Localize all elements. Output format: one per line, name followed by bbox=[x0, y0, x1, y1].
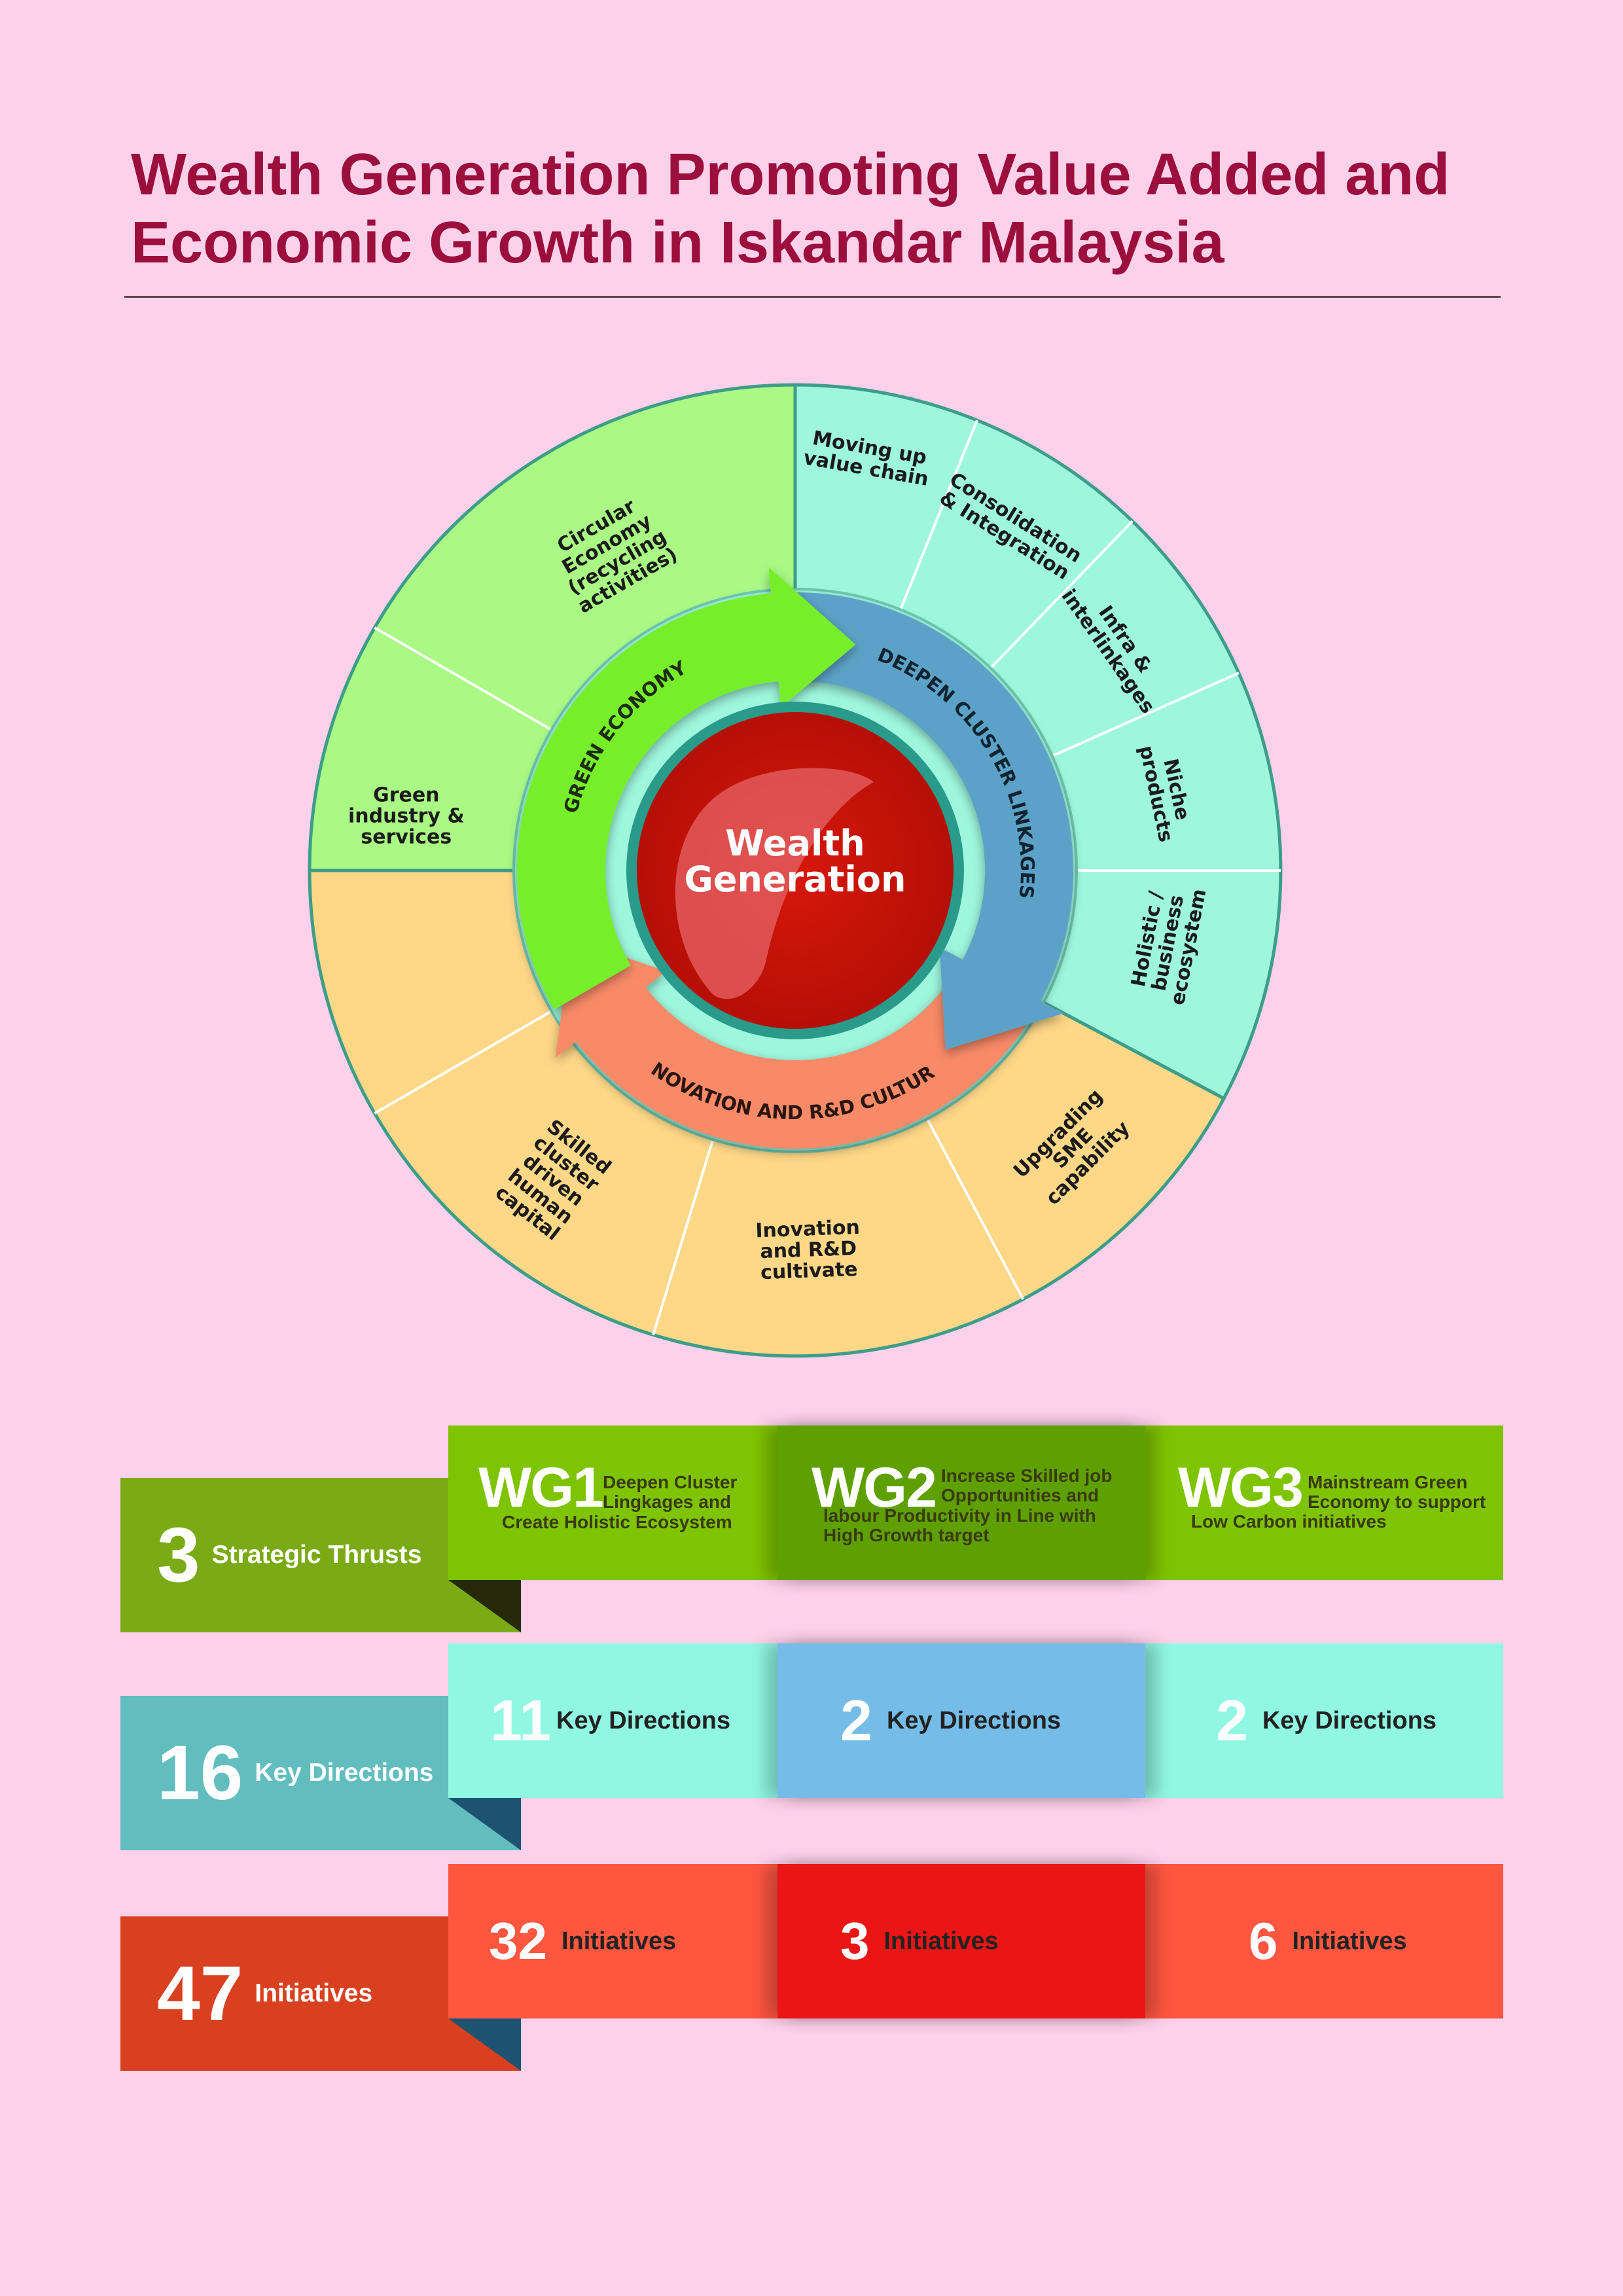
wg2-desc-line-4: High Growth target bbox=[823, 1525, 990, 1545]
wg2-initiatives-label: Initiatives bbox=[883, 1927, 999, 1955]
title-divider bbox=[124, 296, 1501, 298]
wg3-desc-line-2: Economy to support bbox=[1308, 1492, 1486, 1512]
segment-label-line: cultivate bbox=[760, 1258, 858, 1284]
wg1-code: WG1 bbox=[478, 1456, 604, 1519]
sector-divider bbox=[917, 1101, 1025, 1300]
initiatives-count: 47 bbox=[157, 1950, 243, 2037]
wg2-code: WG2 bbox=[812, 1456, 937, 1519]
directions-fold bbox=[448, 1798, 521, 1850]
page-title: Wealth Generation Promoting Value Added … bbox=[131, 141, 1538, 277]
segment-label-line: and R&D bbox=[760, 1237, 857, 1263]
wg2-directions-count: 2 bbox=[840, 1688, 872, 1753]
wg2-directions-label: Key Directions bbox=[886, 1706, 1061, 1734]
wg3-directions-count: 2 bbox=[1216, 1688, 1248, 1753]
segment-label-line: Inovation bbox=[755, 1216, 861, 1243]
wg1-desc-line-3: Create Holistic Ecosystem bbox=[502, 1512, 732, 1532]
segment-label-green-industry: Green industry & services bbox=[348, 784, 465, 849]
wg2-initiatives-count: 3 bbox=[840, 1912, 870, 1970]
wealth-generation-wheel: CircularEconomy(recyclingactivities)Gree… bbox=[0, 0, 1283, 1358]
segment-label-holistic: Holistic /businessecosystem bbox=[1125, 879, 1211, 1007]
wg3-initiatives-label: Initiatives bbox=[1292, 1927, 1407, 1955]
wg1-cell: WG1 Deepen Cluster Lingkages and Create … bbox=[448, 1426, 777, 1580]
wg1-initiatives-label: Initiatives bbox=[561, 1927, 677, 1955]
wg1-directions-count: 11 bbox=[490, 1688, 552, 1753]
center-highlight bbox=[675, 768, 874, 999]
segment-label-inovation: Inovationand R&Dcultivate bbox=[755, 1216, 862, 1285]
initiatives-label: Initiatives bbox=[255, 1979, 373, 2007]
title-line-1: Wealth Generation Promoting Value Added … bbox=[131, 142, 1450, 207]
wg3-initiatives-count: 6 bbox=[1249, 1912, 1278, 1970]
directions-label: Key Directions bbox=[255, 1759, 434, 1787]
wg3-directions-cell: 2 Key Directions bbox=[1145, 1643, 1503, 1798]
wg1-desc-line-2: Lingkages and bbox=[603, 1492, 732, 1512]
initiatives-fold bbox=[448, 2018, 521, 2071]
wg3-desc-line-3: Low Carbon initiatives bbox=[1191, 1511, 1387, 1532]
wg2-cell: WG2 Increase Skilled job Opportunities a… bbox=[777, 1426, 1145, 1580]
wg1-directions-cell: 11 Key Directions bbox=[448, 1643, 777, 1798]
sector-divider bbox=[891, 420, 978, 628]
wg2-desc-line-2: Opportunities and bbox=[941, 1485, 1099, 1505]
thrusts-row: WG1 Deepen Cluster Lingkages and Create … bbox=[448, 1426, 1503, 1580]
sector-divider bbox=[1033, 672, 1240, 766]
wg3-directions-label: Key Directions bbox=[1262, 1706, 1437, 1734]
directions-count: 16 bbox=[157, 1730, 243, 1816]
innovation-rd-arrow bbox=[555, 939, 1037, 1149]
initiatives-row: 32 Initiatives 3 Initiatives 6 Initiativ… bbox=[448, 1864, 1503, 2018]
wg3-initiatives-cell: 6 Initiatives bbox=[1145, 1864, 1503, 2018]
directions-row: 11 Key Directions 2 Key Directions 2 Key… bbox=[448, 1643, 1503, 1798]
thrusts-fold bbox=[448, 1580, 521, 1632]
sector-divider bbox=[976, 520, 1133, 683]
wg2-desc-line-1: Increase Skilled job bbox=[941, 1465, 1113, 1486]
segment-label-line: services bbox=[361, 826, 452, 849]
wg1-directions-label: Key Directions bbox=[556, 1706, 731, 1734]
title-line-2: Economic Growth in Iskandar Malaysia bbox=[131, 210, 1224, 276]
thrusts-label: Strategic Thrusts bbox=[211, 1541, 422, 1569]
green-economy-arrow bbox=[516, 567, 856, 1010]
wg3-code: WG3 bbox=[1178, 1456, 1304, 1519]
sector-divider bbox=[374, 626, 569, 741]
wg2-desc-line-3: labour Productivity in Line with bbox=[823, 1505, 1096, 1526]
center-label-line-1: Wealth bbox=[725, 823, 865, 864]
segment-label-line: industry & bbox=[348, 805, 465, 828]
wg1-initiatives-cell: 32 Initiatives bbox=[448, 1864, 777, 2018]
center-label-line-2: Generation bbox=[685, 859, 906, 900]
sector-divider bbox=[374, 1000, 569, 1115]
wg1-initiatives-count: 32 bbox=[489, 1912, 547, 1970]
wg2-initiatives-cell: 3 Initiatives bbox=[777, 1864, 1145, 2018]
thrusts-count: 3 bbox=[157, 1512, 200, 1598]
sector-divider bbox=[652, 1120, 721, 1336]
wg3-cell: WG3 Mainstream Green Economy to support … bbox=[1145, 1426, 1503, 1580]
wg1-desc-line-1: Deepen Cluster bbox=[603, 1472, 738, 1492]
segment-label-line: Green bbox=[373, 784, 439, 807]
deepen-cluster-arrow bbox=[795, 592, 1074, 1050]
wg3-desc-line-1: Mainstream Green bbox=[1308, 1472, 1468, 1492]
wg2-directions-cell: 2 Key Directions bbox=[777, 1643, 1145, 1798]
